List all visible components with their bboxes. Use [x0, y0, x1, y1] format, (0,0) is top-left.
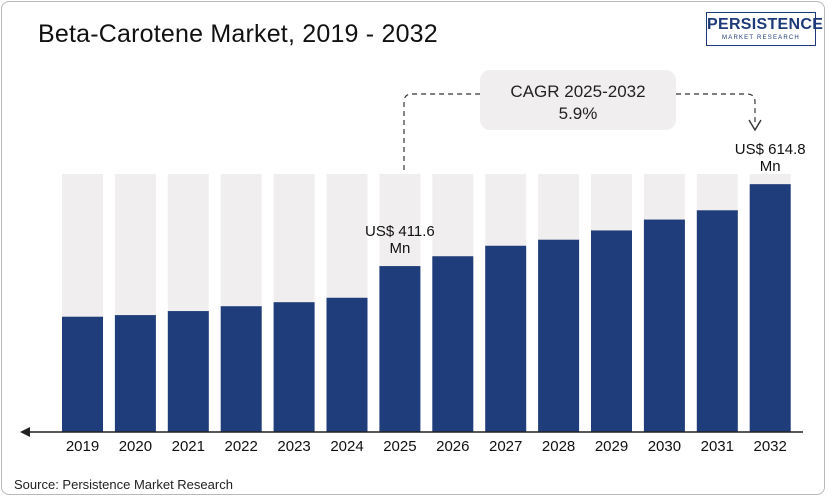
x-tick-2026: 2026 — [436, 438, 469, 455]
bar-2020 — [114, 315, 156, 432]
cagr-arrow-icon — [748, 119, 762, 132]
x-tick-2024: 2024 — [330, 438, 363, 455]
bar-2029 — [591, 230, 632, 432]
chart-title: Beta-Carotene Market, 2019 - 2032 — [38, 20, 438, 48]
x-tick-2028: 2028 — [542, 438, 575, 455]
data-label-2025: US$ 411.6 Mn — [365, 223, 435, 257]
cagr-connector-left — [403, 93, 480, 170]
x-tick-2027: 2027 — [489, 438, 522, 455]
bar-2031 — [696, 210, 738, 432]
data-labels: US$ 411.6 Mn US$ 614.8 Mn — [365, 141, 806, 257]
bar-2019 — [62, 316, 103, 432]
cagr-label: CAGR 2025-2032 — [510, 82, 645, 101]
bar-2024 — [326, 297, 368, 432]
bar-2021 — [167, 311, 209, 432]
bar-2027 — [485, 245, 527, 432]
x-tick-2022: 2022 — [225, 438, 258, 455]
bar-2026 — [432, 256, 474, 432]
x-tick-2030: 2030 — [648, 438, 681, 455]
cagr-value: 5.9% — [559, 104, 598, 123]
source-note: Source: Persistence Market Research — [14, 477, 233, 492]
bar-2023 — [273, 302, 315, 432]
x-axis-arrow — [20, 427, 30, 437]
bars — [62, 184, 791, 432]
cagr-box — [480, 70, 676, 130]
x-tick-labels: 2019 2020 2021 2022 2023 2024 2025 2026 2027 2028… — [66, 438, 787, 455]
bar-2025 — [379, 266, 421, 432]
brand-logo: PERSISTENCE MARKET RESEARCH — [706, 12, 824, 46]
x-tick-2025: 2025 — [383, 438, 416, 455]
cagr-annotation: CAGR 2025-2032 5.9% — [403, 70, 762, 170]
cagr-connector-right — [676, 93, 756, 122]
logo-sub-text: MARKET RESEARCH — [722, 35, 800, 41]
x-tick-2020: 2020 — [119, 438, 152, 455]
x-tick-2031: 2031 — [701, 438, 734, 455]
x-tick-2029: 2029 — [595, 438, 628, 455]
data-label-2032: US$ 614.8 Mn — [735, 141, 806, 175]
x-tick-2019: 2019 — [66, 438, 99, 455]
bar-2032 — [749, 184, 791, 432]
bar-2028 — [538, 239, 580, 432]
logo-main-text: PERSISTENCE — [707, 16, 824, 33]
x-tick-2021: 2021 — [172, 438, 205, 455]
bar-2030 — [643, 219, 685, 432]
x-axis — [20, 427, 803, 437]
x-tick-2023: 2023 — [277, 438, 310, 455]
x-tick-2032: 2032 — [754, 438, 787, 455]
bar-2022 — [220, 306, 262, 432]
